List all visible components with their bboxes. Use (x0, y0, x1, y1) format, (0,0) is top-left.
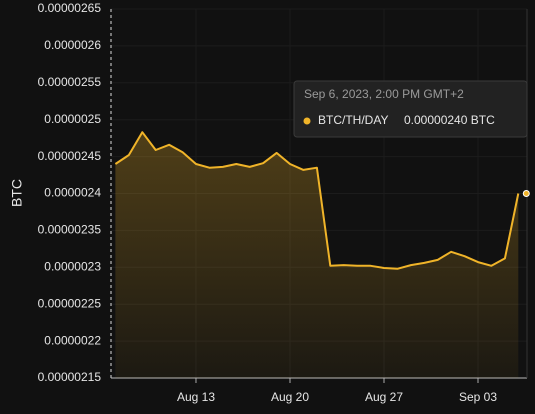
y-tick-label: 0.00000215 (38, 370, 102, 384)
y-tick-label: 0.0000022 (44, 333, 101, 347)
tooltip-dot (303, 117, 311, 125)
y-tick-label: 0.00000255 (38, 75, 102, 89)
x-tick-label: Aug 20 (271, 390, 309, 404)
hover-point (522, 190, 530, 197)
y-tick-label: 0.0000023 (44, 259, 101, 273)
y-tick-label: 0.0000024 (44, 186, 101, 200)
y-tick-label: 0.00000265 (38, 1, 102, 15)
line (114, 131, 520, 270)
tooltip: Sep 6, 2023, 2:00 PM GMT+2 BTC/TH/DAY 0.00… (293, 80, 528, 138)
y-tick-label: 0.00000225 (38, 296, 102, 310)
tooltip-box (293, 80, 528, 138)
y-tick-label: 0.0000026 (44, 38, 101, 52)
y-tick-label: 0.00000245 (38, 149, 102, 163)
x-tick-label: Aug 13 (177, 390, 215, 404)
tooltip-series: BTC/TH/DAY (318, 113, 388, 127)
x-tick-label: Sep 03 (459, 390, 497, 404)
y-axis-title: BTC (9, 179, 25, 207)
tooltip-title: Sep 6, 2023, 2:00 PM GMT+2 (304, 87, 464, 101)
y-tick-label: 0.0000025 (44, 112, 101, 126)
tooltip-value: 0.00000240 BTC (404, 113, 495, 127)
x-tick-label: Aug 27 (365, 390, 403, 404)
y-tick-label: 0.00000235 (38, 223, 102, 237)
area (115, 132, 519, 378)
